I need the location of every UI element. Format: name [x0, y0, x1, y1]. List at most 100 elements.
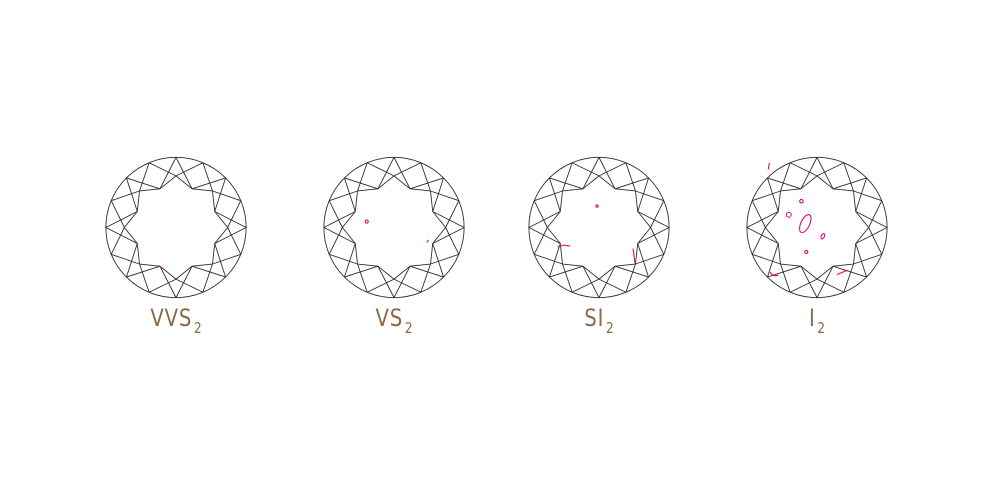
inclusion-mark — [426, 239, 429, 243]
grade-label-main: I — [808, 304, 816, 332]
grade-label-sub: 2 — [193, 319, 202, 337]
kite-facet — [800, 156, 834, 190]
upper-girdle-facet — [366, 162, 422, 177]
inclusion-marks — [557, 204, 636, 265]
grade-label-main: VS — [375, 304, 404, 332]
inclusion-mark — [804, 249, 809, 254]
kite-facet — [832, 243, 868, 278]
inclusion-mark — [799, 214, 812, 234]
upper-girdle-facet — [329, 253, 368, 293]
upper-girdle-facet — [111, 162, 150, 202]
grade-si2: SI 2 — [519, 150, 679, 350]
kite-facet — [409, 177, 445, 212]
diamond-facet-diagram — [323, 156, 465, 299]
upper-girdle-facet — [650, 200, 665, 255]
kite-facet — [582, 156, 616, 190]
inclusion-mark — [364, 219, 369, 224]
upper-girdle-facet — [148, 162, 204, 177]
inclusion-marks — [158, 265, 163, 269]
upper-girdle-facet — [789, 278, 845, 293]
table-star-outline — [123, 175, 229, 280]
upper-girdle-facet — [868, 200, 883, 255]
kite-facet — [432, 211, 465, 244]
upper-girdle-facet — [752, 253, 791, 293]
facet-lines — [746, 156, 888, 299]
kite-facet — [343, 177, 379, 212]
upper-girdle-facet — [445, 200, 460, 255]
inclusion-marks — [364, 219, 429, 243]
upper-girdle-facet — [328, 200, 343, 255]
upper-girdle-facet — [420, 253, 459, 293]
kite-facet — [832, 177, 868, 212]
upper-girdle-facet — [752, 162, 791, 202]
facet-lines — [323, 156, 465, 299]
kite-facet — [614, 243, 650, 278]
upper-girdle-facet — [571, 278, 627, 293]
grade-label-main: SI — [584, 304, 605, 332]
kite-facet — [528, 211, 561, 244]
kite-facet — [766, 243, 802, 278]
table-star-outline — [764, 175, 870, 280]
inclusion-mark — [767, 162, 770, 170]
upper-girdle-facet — [202, 162, 241, 202]
kite-facet — [548, 177, 584, 212]
kite-facet — [800, 265, 834, 299]
upper-girdle-facet — [533, 200, 548, 255]
grade-label: SI 2 — [533, 306, 664, 336]
inclusion-mark — [632, 248, 636, 265]
kite-facet — [343, 243, 379, 278]
inclusion-mark — [799, 198, 804, 204]
upper-girdle-facet — [111, 253, 150, 293]
inclusion-mark — [557, 244, 571, 248]
kite-facet — [214, 211, 247, 244]
kite-facet — [159, 265, 193, 299]
inclusion-mark — [785, 211, 792, 218]
upper-girdle-facet — [789, 162, 845, 177]
kite-facet — [637, 211, 670, 244]
upper-girdle-facet — [625, 253, 664, 293]
grade-label-sub: 2 — [605, 319, 614, 337]
kite-facet — [377, 156, 411, 190]
upper-girdle-facet — [202, 253, 241, 293]
diamond-facet-diagram — [105, 156, 247, 299]
facet-lines — [528, 156, 670, 299]
kite-facet — [323, 211, 356, 244]
facet-lines — [105, 156, 247, 299]
upper-girdle-facet — [420, 162, 459, 202]
kite-facet — [582, 265, 616, 299]
kite-facet — [105, 211, 138, 244]
upper-girdle-facet — [571, 162, 627, 177]
upper-girdle-facet — [329, 162, 368, 202]
kite-facet — [125, 177, 161, 212]
upper-girdle-facet — [843, 253, 882, 293]
grade-label-sub: 2 — [404, 319, 413, 337]
kite-facet — [614, 177, 650, 212]
grade-label-sub: 2 — [817, 319, 826, 337]
kite-facet — [191, 243, 227, 278]
upper-girdle-facet — [110, 200, 125, 255]
kite-facet — [377, 265, 411, 299]
upper-girdle-facet — [366, 278, 422, 293]
inclusion-mark — [158, 265, 163, 269]
grade-vs2: VS 2 — [314, 150, 474, 350]
kite-facet — [746, 211, 779, 244]
diamond-facet-diagram — [528, 156, 670, 299]
kite-facet — [766, 177, 802, 212]
upper-girdle-facet — [843, 162, 882, 202]
inclusion-marks — [767, 162, 848, 277]
inclusion-mark — [820, 233, 826, 240]
inclusion-mark — [769, 271, 779, 277]
upper-girdle-facet — [751, 200, 766, 255]
upper-girdle-facet — [625, 162, 664, 202]
kite-facet — [548, 243, 584, 278]
diamond-facet-diagram — [746, 156, 888, 299]
upper-girdle-facet — [227, 200, 242, 255]
grade-label-main: VVS — [150, 304, 193, 332]
grade-vvs2: VVS 2 — [96, 150, 256, 350]
kite-facet — [125, 243, 161, 278]
kite-facet — [191, 177, 227, 212]
kite-facet — [159, 156, 193, 190]
